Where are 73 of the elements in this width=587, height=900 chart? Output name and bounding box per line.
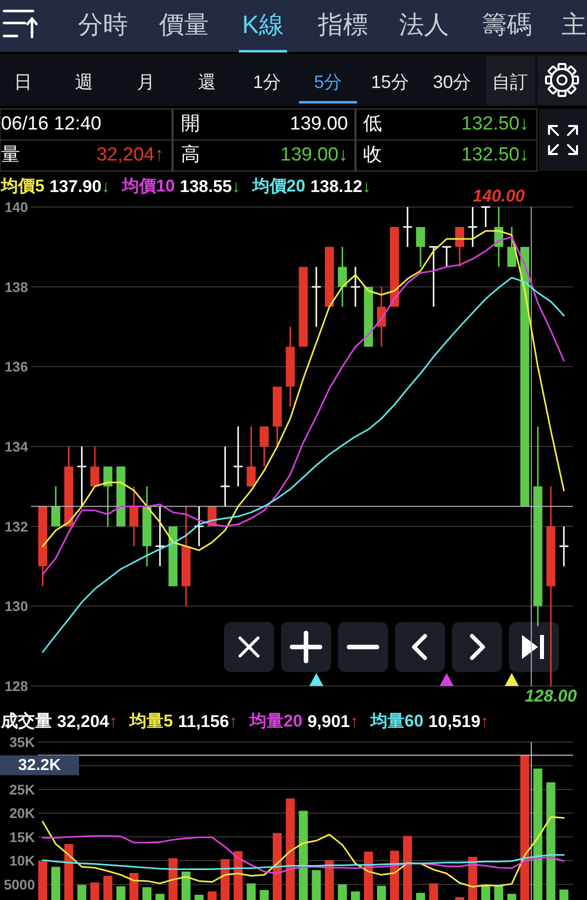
- y-tick-label: 138: [4, 278, 28, 295]
- candlestick: [220, 446, 230, 506]
- line-series: [42, 835, 565, 874]
- line-series: [42, 854, 565, 870]
- text: 均量60: [370, 712, 424, 730]
- text: 137.90↓: [49, 176, 110, 196]
- text: K線: [242, 11, 284, 39]
- candlestick: [312, 266, 321, 327]
- candlestick: [559, 526, 568, 566]
- text: 週: [75, 72, 93, 92]
- text: 132.50↓: [461, 144, 529, 166]
- y-tick-label: 15K: [9, 828, 35, 845]
- candlestick: [468, 207, 478, 247]
- text: 1分: [252, 72, 282, 92]
- text: 還: [198, 72, 216, 92]
- y-tick-label: 132: [4, 518, 28, 534]
- candlestick: [155, 506, 164, 566]
- y-tick-label: 10K: [9, 852, 35, 869]
- text: 均價5: [0, 176, 44, 196]
- candlestick: [234, 426, 243, 486]
- text: 30分: [432, 72, 472, 92]
- text: 低: [363, 114, 382, 134]
- text: 139.00: [290, 114, 348, 134]
- text: 日: [14, 72, 32, 92]
- text: 10,519↑: [428, 712, 489, 730]
- line-series: [42, 816, 565, 888]
- y-tick-label: 20K: [9, 805, 35, 822]
- text: 139.00↓: [280, 144, 348, 166]
- y-tick-label: 140: [4, 199, 28, 215]
- candlestick: [350, 266, 360, 307]
- y-tick-label: 25K: [9, 781, 35, 798]
- text: 9,901↑: [307, 712, 358, 730]
- text: 均量5: [128, 712, 173, 730]
- text: 分時: [78, 11, 128, 39]
- text: 32,204↑: [57, 712, 118, 730]
- text: 月: [137, 72, 155, 92]
- text: 132.50↓: [461, 114, 529, 134]
- candlestick: [403, 207, 412, 247]
- text: 價量: [159, 11, 209, 39]
- candlestick: [429, 246, 438, 307]
- ref-line-label: 32.2K: [18, 756, 62, 774]
- text: 均價20: [251, 176, 306, 196]
- text: 5分: [314, 72, 342, 92]
- text: 法人: [399, 11, 449, 39]
- text: 收: [363, 144, 382, 166]
- text: 32,204↑: [96, 144, 164, 166]
- text: 06/16 12:40: [1, 114, 102, 134]
- legend-title: 成交量: [0, 712, 52, 730]
- y-tick-label: 128: [4, 678, 28, 694]
- line-series: [42, 276, 565, 653]
- text: 11,156↑: [178, 712, 238, 730]
- text: 量: [1, 144, 20, 166]
- text: 均價10: [120, 176, 175, 196]
- y-tick-label: 136: [4, 358, 28, 375]
- text: 138.12↓: [310, 176, 371, 196]
- text: 15分: [370, 72, 410, 92]
- text: 開: [181, 114, 200, 134]
- text: 均量20: [248, 712, 302, 730]
- annotation: 128.00: [524, 686, 578, 706]
- text: 自訂: [492, 72, 528, 92]
- candlestick: [481, 206, 490, 227]
- text: 籌碼: [482, 11, 532, 39]
- y-tick-label: 134: [4, 438, 28, 454]
- candlestick: [442, 246, 452, 267]
- y-tick-label: 130: [4, 598, 28, 614]
- text: 高: [181, 144, 200, 166]
- y-tick-label: 5000: [4, 876, 36, 892]
- candlestick: [77, 446, 86, 506]
- y-tick-label: 35K: [9, 734, 35, 750]
- annotation: 140.00: [472, 186, 526, 206]
- text: 138.55↓: [180, 176, 240, 196]
- text: 主: [562, 11, 586, 39]
- text: 指標: [317, 11, 368, 39]
